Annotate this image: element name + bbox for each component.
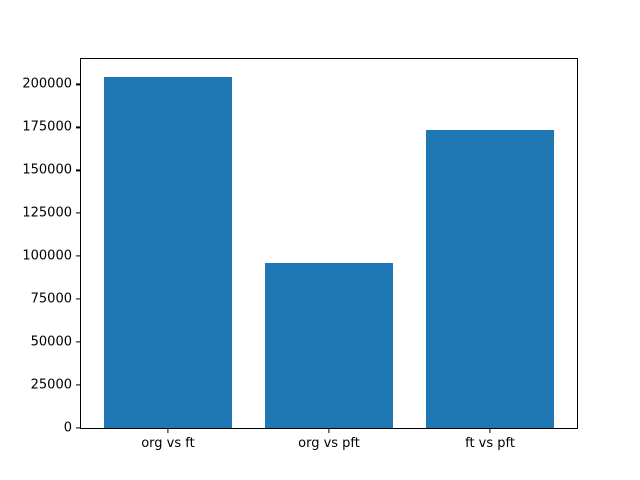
y-tick-label: 100000 (22, 248, 72, 264)
x-tick-label: ft vs pft (465, 436, 515, 451)
y-tick-mark (76, 384, 81, 386)
y-tick-mark (76, 126, 81, 128)
y-tick-mark (76, 255, 81, 257)
y-tick-label: 200000 (22, 76, 72, 92)
y-tick-mark (76, 169, 81, 171)
y-tick-mark (76, 427, 81, 429)
bar-org-vs-pft (264, 263, 394, 428)
y-tick-label: 0 (63, 420, 72, 436)
x-tick-mark (489, 428, 491, 433)
x-tick-mark (328, 428, 330, 433)
y-tick-label: 75000 (30, 291, 72, 307)
y-tick-label: 150000 (22, 162, 72, 178)
x-tick-mark (167, 428, 169, 433)
y-tick-label: 175000 (22, 119, 72, 135)
y-tick-label: 25000 (30, 377, 72, 393)
y-tick-mark (76, 83, 81, 86)
y-tick-mark (76, 298, 81, 300)
y-tick-mark (76, 341, 81, 343)
x-tick-label: org vs ft (141, 436, 195, 451)
bar-org-vs-ft (103, 76, 233, 428)
y-tick-label: 50000 (30, 334, 72, 350)
y-tick-mark (76, 212, 81, 214)
plot-area: 0 25000 50000 75000 100000 125000 150000 175000… (22, 58, 578, 450)
y-tick-label: 125000 (22, 205, 72, 221)
x-tick-label: org vs pft (298, 436, 360, 451)
bar-ft-vs-pft (425, 129, 555, 428)
